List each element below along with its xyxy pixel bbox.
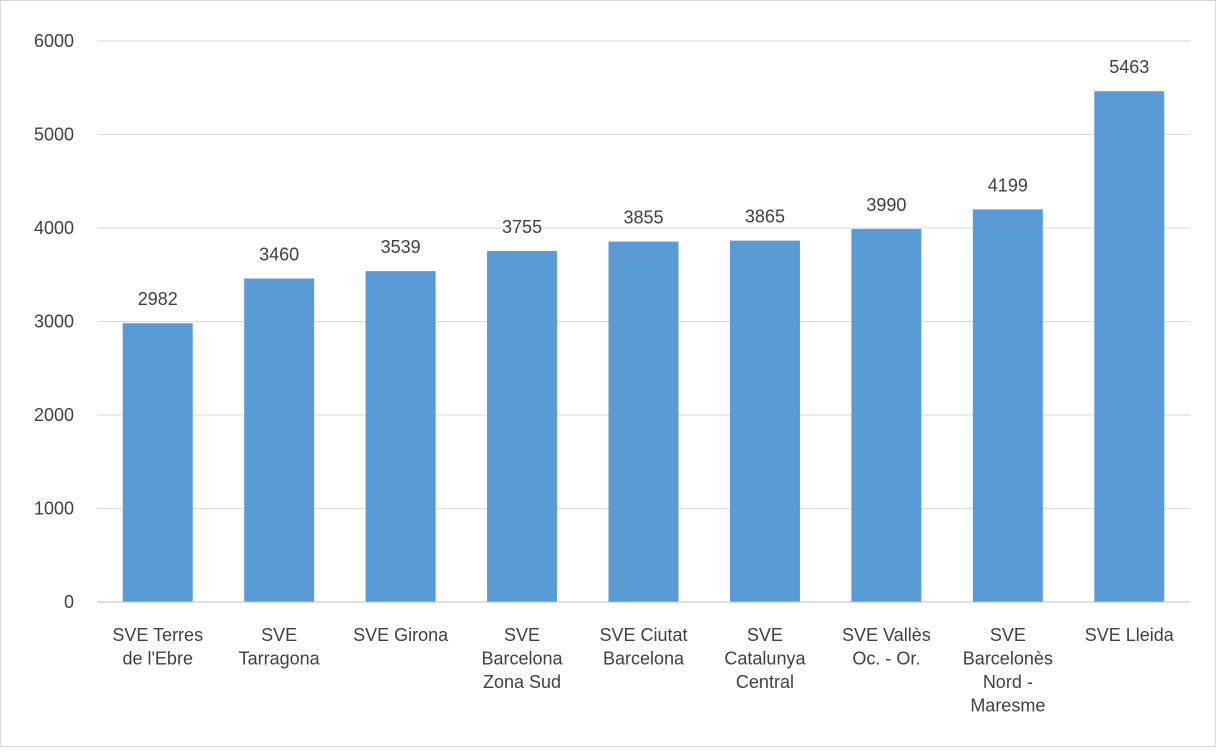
x-tick-label-line: SVE Lleida — [1085, 625, 1175, 645]
x-tick-label-line: Oc. - Or. — [852, 649, 920, 669]
data-label: 5463 — [1109, 57, 1149, 77]
x-tick-label-line: de l'Ebre — [122, 649, 192, 669]
bars — [122, 91, 1165, 602]
bar — [244, 278, 315, 602]
data-label: 3855 — [623, 208, 663, 228]
x-tick-label: SVE Girona — [353, 625, 449, 645]
y-tick-label: 1000 — [34, 499, 74, 519]
data-label: 3755 — [502, 217, 542, 237]
y-tick-label: 2000 — [34, 405, 74, 425]
x-axis-ticks: SVE Terres de l'Ebre SVE Tarragona SVE Giron… — [112, 625, 1174, 716]
x-tick-label-line: SVE — [261, 625, 297, 645]
x-tick-label: SVE Terres de l'Ebre — [112, 625, 203, 669]
bar — [487, 250, 558, 602]
x-tick-label-line: Tarragona — [239, 649, 321, 669]
y-tick-label: 3000 — [34, 312, 74, 332]
x-tick-label-line: Maresme — [970, 696, 1045, 716]
x-tick-label-line: SVE Ciutat — [599, 625, 687, 645]
x-tick-label-line: SVE Girona — [353, 625, 449, 645]
bar — [608, 241, 679, 602]
x-tick-label-line: SVE Terres — [112, 625, 203, 645]
data-label: 3990 — [866, 195, 906, 215]
x-tick-label-line: SVE — [504, 625, 540, 645]
x-tick-label-line: SVE — [747, 625, 783, 645]
x-tick-label-line: Barcelona — [482, 649, 564, 669]
bar — [365, 271, 436, 602]
x-tick-label: SVE Lleida — [1085, 625, 1175, 645]
data-labels: 2982 3460 3539 3755 3855 3865 3990 4199 5463 — [138, 57, 1150, 309]
bar — [729, 240, 800, 602]
x-tick-label-line: SVE Vallès — [842, 625, 931, 645]
data-label: 3539 — [381, 237, 421, 257]
x-tick-label-line: SVE — [990, 625, 1026, 645]
x-tick-label: SVE Catalunya Central — [724, 625, 806, 692]
x-tick-label-line: Barcelonès — [963, 649, 1053, 669]
x-tick-label: SVE Tarragona — [239, 625, 321, 669]
bar — [1094, 91, 1165, 602]
y-tick-label: 6000 — [34, 31, 74, 51]
y-tick-label: 4000 — [34, 218, 74, 238]
x-tick-label-line: Catalunya — [724, 649, 806, 669]
data-label: 3460 — [259, 244, 299, 264]
bar — [851, 228, 922, 602]
data-label: 4199 — [988, 175, 1028, 195]
x-tick-label-line: Barcelona — [603, 649, 685, 669]
y-axis-ticks: 0 1000 2000 3000 4000 5000 6000 — [34, 31, 74, 612]
y-tick-label: 0 — [64, 592, 74, 612]
y-tick-label: 5000 — [34, 125, 74, 145]
x-tick-label: SVE Vallès Oc. - Or. — [842, 625, 931, 669]
data-label: 3865 — [745, 207, 785, 227]
bar — [972, 209, 1043, 602]
x-tick-label-line: Nord - — [983, 672, 1033, 692]
data-label: 2982 — [138, 289, 178, 309]
x-tick-label: SVE Barcelona Zona Sud — [482, 625, 564, 692]
bar — [122, 323, 193, 602]
x-tick-label-line: Zona Sud — [483, 672, 561, 692]
x-tick-label: SVE Ciutat Barcelona — [599, 625, 687, 669]
x-tick-label: SVE Barcelonès Nord - Maresme — [963, 625, 1053, 716]
x-tick-label-line: Central — [736, 672, 794, 692]
